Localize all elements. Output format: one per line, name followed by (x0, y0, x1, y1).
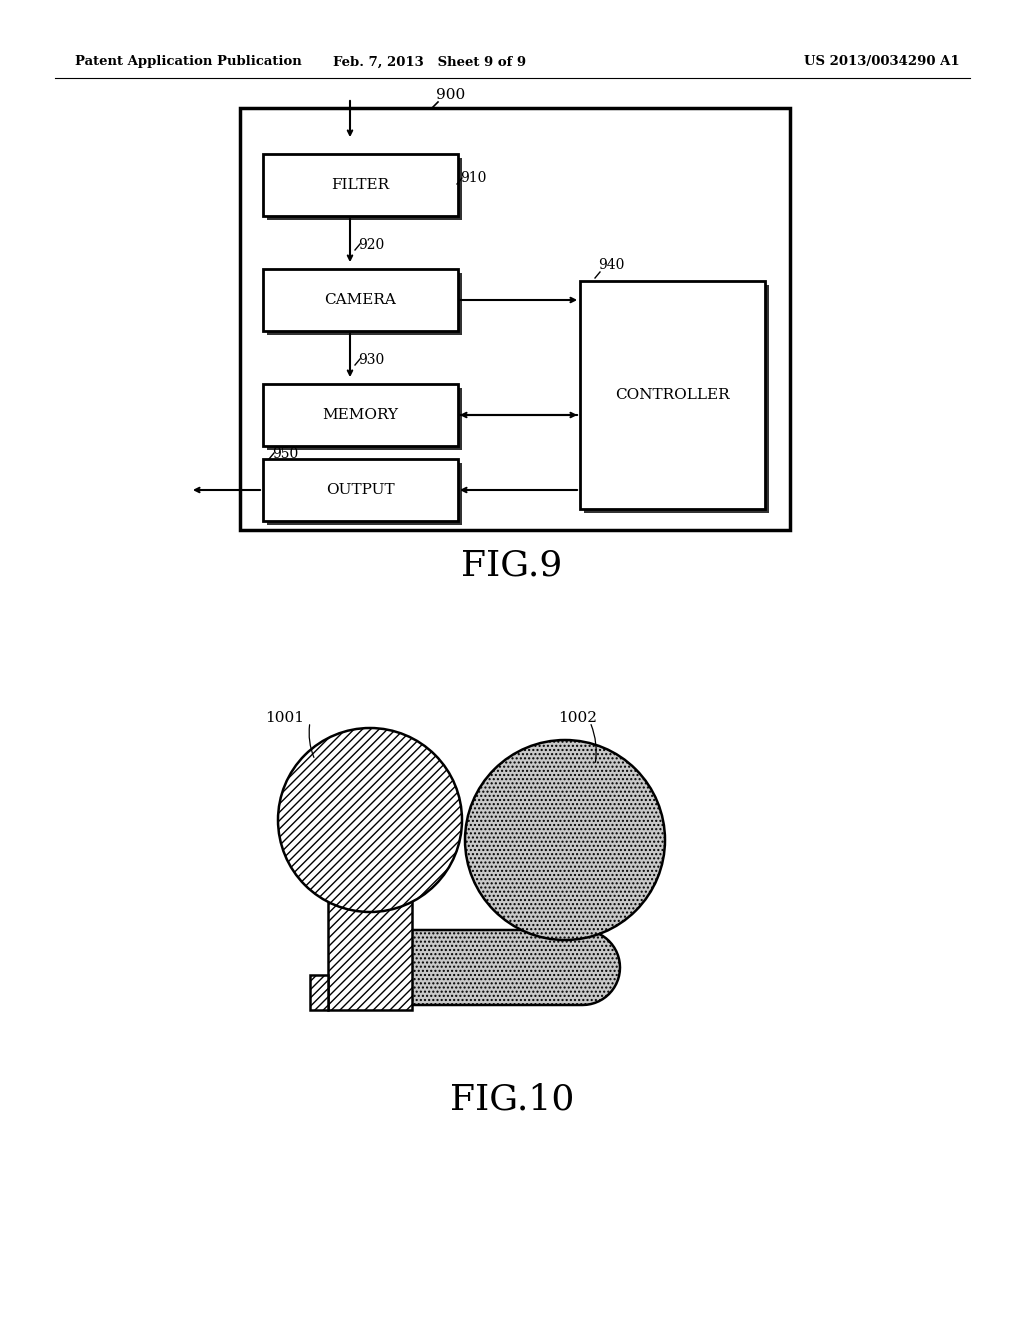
Text: FILTER: FILTER (331, 178, 389, 191)
Bar (580, 281, 765, 510)
Bar (266, 158, 462, 220)
Text: FIG.9: FIG.9 (462, 548, 562, 582)
Bar (266, 388, 462, 450)
Bar (262, 459, 458, 521)
Text: 950: 950 (272, 447, 298, 461)
Polygon shape (358, 931, 620, 1005)
Bar (266, 463, 462, 525)
Text: 1001: 1001 (265, 711, 304, 725)
Text: FIG.10: FIG.10 (450, 1082, 574, 1117)
Text: 920: 920 (358, 238, 384, 252)
Text: Feb. 7, 2013   Sheet 9 of 9: Feb. 7, 2013 Sheet 9 of 9 (334, 55, 526, 69)
Bar (310, 975, 328, 1010)
Text: 900: 900 (436, 88, 465, 102)
Text: 930: 930 (358, 352, 384, 367)
Circle shape (465, 741, 665, 940)
Text: MEMORY: MEMORY (322, 408, 398, 422)
Text: 940: 940 (598, 257, 625, 272)
Text: CONTROLLER: CONTROLLER (614, 388, 729, 403)
Bar (240, 108, 790, 531)
Text: OUTPUT: OUTPUT (326, 483, 394, 498)
Text: CAMERA: CAMERA (324, 293, 396, 308)
Bar (262, 154, 458, 216)
Text: 1002: 1002 (558, 711, 597, 725)
Circle shape (278, 729, 462, 912)
Bar (262, 384, 458, 446)
Text: US 2013/0034290 A1: US 2013/0034290 A1 (805, 55, 961, 69)
Bar (328, 820, 412, 1010)
Text: 910: 910 (460, 172, 486, 185)
Bar (266, 273, 462, 335)
Bar (584, 285, 768, 513)
Text: Patent Application Publication: Patent Application Publication (75, 55, 302, 69)
Bar (262, 269, 458, 331)
